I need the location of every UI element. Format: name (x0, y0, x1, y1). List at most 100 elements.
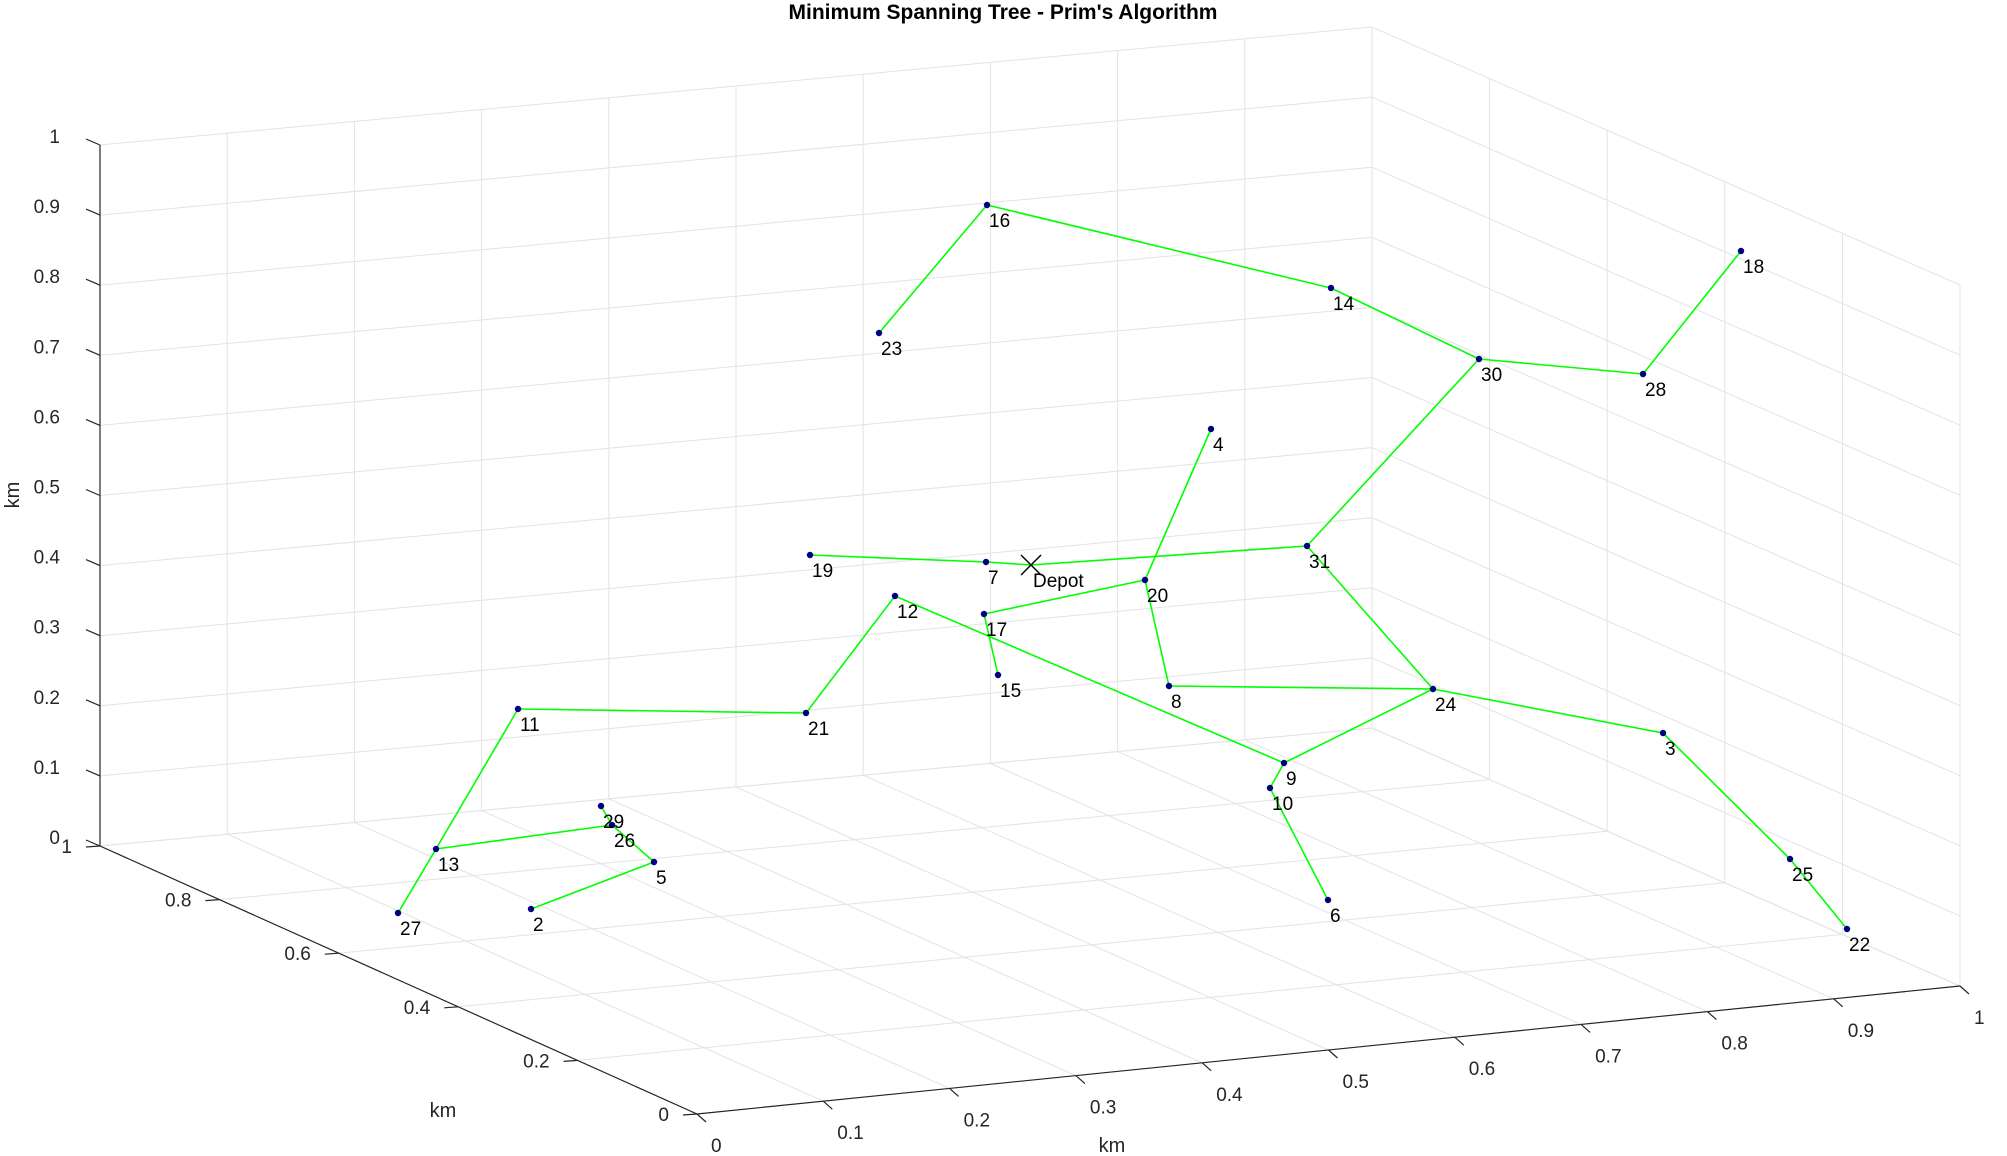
mst-edge-13-26 (435, 824, 613, 850)
x-tick-label: 0.1 (837, 1123, 863, 1144)
back-wall-grid-z (99, 517, 1373, 637)
back-wall-grid-z (99, 236, 1373, 356)
back-wall-grid-z (99, 306, 1373, 426)
floor-grid-x (1244, 739, 1834, 1000)
z-tick-mark (85, 699, 101, 707)
mst-edge-3-25 (1662, 732, 1791, 860)
node-point-30 (1475, 355, 1483, 363)
node-label-21: 21 (808, 719, 829, 740)
side-wall-grid-z (1371, 377, 1961, 636)
node-point-12 (891, 592, 899, 600)
mst-edge-Depot-31 (1030, 545, 1308, 566)
node-point-21 (802, 709, 810, 717)
floor-grid-y (219, 779, 1490, 901)
x-tick-mark (949, 1087, 959, 1097)
z-tick-label: 0.8 (34, 267, 60, 288)
node-labels: Depot23456789101112131415161718192021222… (400, 211, 1870, 956)
z-tick-mark (85, 629, 101, 637)
node-point-17 (980, 610, 988, 618)
node-label-29: 29 (603, 812, 624, 833)
x-tick-mark (1328, 1049, 1338, 1059)
floor-grid-x (990, 762, 1582, 1025)
z-tick-label: 0.2 (34, 688, 60, 709)
z-tick-mark (85, 348, 101, 356)
side-wall-grid-z (1371, 657, 1961, 917)
floor-grid-x (608, 798, 1203, 1064)
z-tick-mark (85, 138, 101, 146)
back-wall-grid-z (99, 377, 1373, 496)
mst-edge-11-13 (435, 708, 519, 850)
node-label-22: 22 (1849, 935, 1870, 956)
node-label-25: 25 (1792, 865, 1813, 886)
y-tick-label: 0.2 (523, 1051, 549, 1072)
node-label-24: 24 (1435, 695, 1457, 716)
node-point-14 (1327, 284, 1335, 292)
node-label-30: 30 (1481, 365, 1502, 386)
floor-grid-x (862, 774, 1456, 1038)
node-point-24 (1429, 685, 1437, 693)
node-label-27: 27 (400, 919, 421, 940)
node-point-27 (394, 909, 402, 917)
mst-edge-30-28 (1478, 358, 1644, 375)
node-label-14: 14 (1333, 294, 1355, 315)
node-point-8 (1165, 682, 1173, 690)
y-tick-mark (85, 845, 101, 848)
node-label-5: 5 (656, 868, 667, 889)
node-label-7: 7 (988, 568, 999, 589)
node-point-2 (527, 905, 535, 913)
mst-edge-7-19 (809, 554, 987, 563)
x-tick-mark (1707, 1011, 1717, 1021)
z-tick-mark (85, 839, 101, 847)
y-tick-mark (682, 1113, 698, 1116)
side-wall-grid-z (1371, 517, 1961, 777)
mst-nodes (394, 201, 1851, 933)
y-tick-label: 0.6 (284, 944, 310, 965)
z-tick-label: 0.7 (34, 337, 60, 358)
node-point-25 (1786, 855, 1794, 863)
x-tick-label: 1 (1974, 1008, 1985, 1029)
mst-edge-20-4 (1144, 428, 1212, 581)
mst-edge-14-16 (986, 204, 1332, 289)
mst-edge-31-30 (1306, 358, 1480, 547)
node-point-19 (806, 551, 814, 559)
y-tick-label: 0.4 (404, 998, 431, 1019)
back-wall-grid-z (99, 727, 1373, 847)
mst-edges (397, 204, 1848, 930)
node-point-9 (1280, 759, 1288, 767)
y-axis-line (99, 845, 698, 1115)
side-wall-grid-z (1371, 96, 1961, 356)
floor-grid-y (458, 882, 1725, 1008)
x-tick-mark (696, 1113, 707, 1123)
node-label-18: 18 (1743, 257, 1764, 278)
mst-edge-10-6 (1269, 787, 1329, 901)
mst-edge-16-23 (878, 204, 988, 334)
x-tick-label: 0.8 (1721, 1034, 1747, 1055)
floor-grid-x (481, 810, 1077, 1077)
z-tick-mark (85, 418, 101, 426)
grid-lines (99, 26, 1961, 1115)
node-label-26: 26 (614, 831, 635, 852)
y-axis-label: km (430, 1100, 457, 1122)
z-tick-mark (85, 488, 101, 497)
floor-grid-x (1117, 751, 1708, 1013)
back-wall-grid-z (99, 587, 1373, 707)
z-axis-label: km (2, 482, 24, 509)
node-label-16: 16 (989, 211, 1010, 232)
back-wall-grid-z (99, 447, 1373, 567)
mst-edge-20-17 (983, 579, 1146, 615)
node-label-3: 3 (1665, 739, 1676, 760)
side-wall-grid-z (1371, 447, 1961, 707)
x-tick-label: 0.6 (1469, 1059, 1495, 1080)
floor-grid-y (338, 830, 1608, 954)
side-wall-grid-z (1371, 306, 1961, 566)
side-wall-grid-z (1371, 236, 1961, 496)
back-wall-grid-z (99, 26, 1373, 146)
mst-edge-31-24 (1306, 545, 1434, 690)
side-wall-grid-z (1371, 166, 1961, 426)
floor-grid-x (226, 833, 824, 1102)
node-label-Depot: Depot (1033, 571, 1084, 592)
y-tick-mark (563, 1059, 578, 1062)
mst-edge-24-8 (1168, 685, 1434, 690)
node-label-31: 31 (1309, 552, 1330, 573)
